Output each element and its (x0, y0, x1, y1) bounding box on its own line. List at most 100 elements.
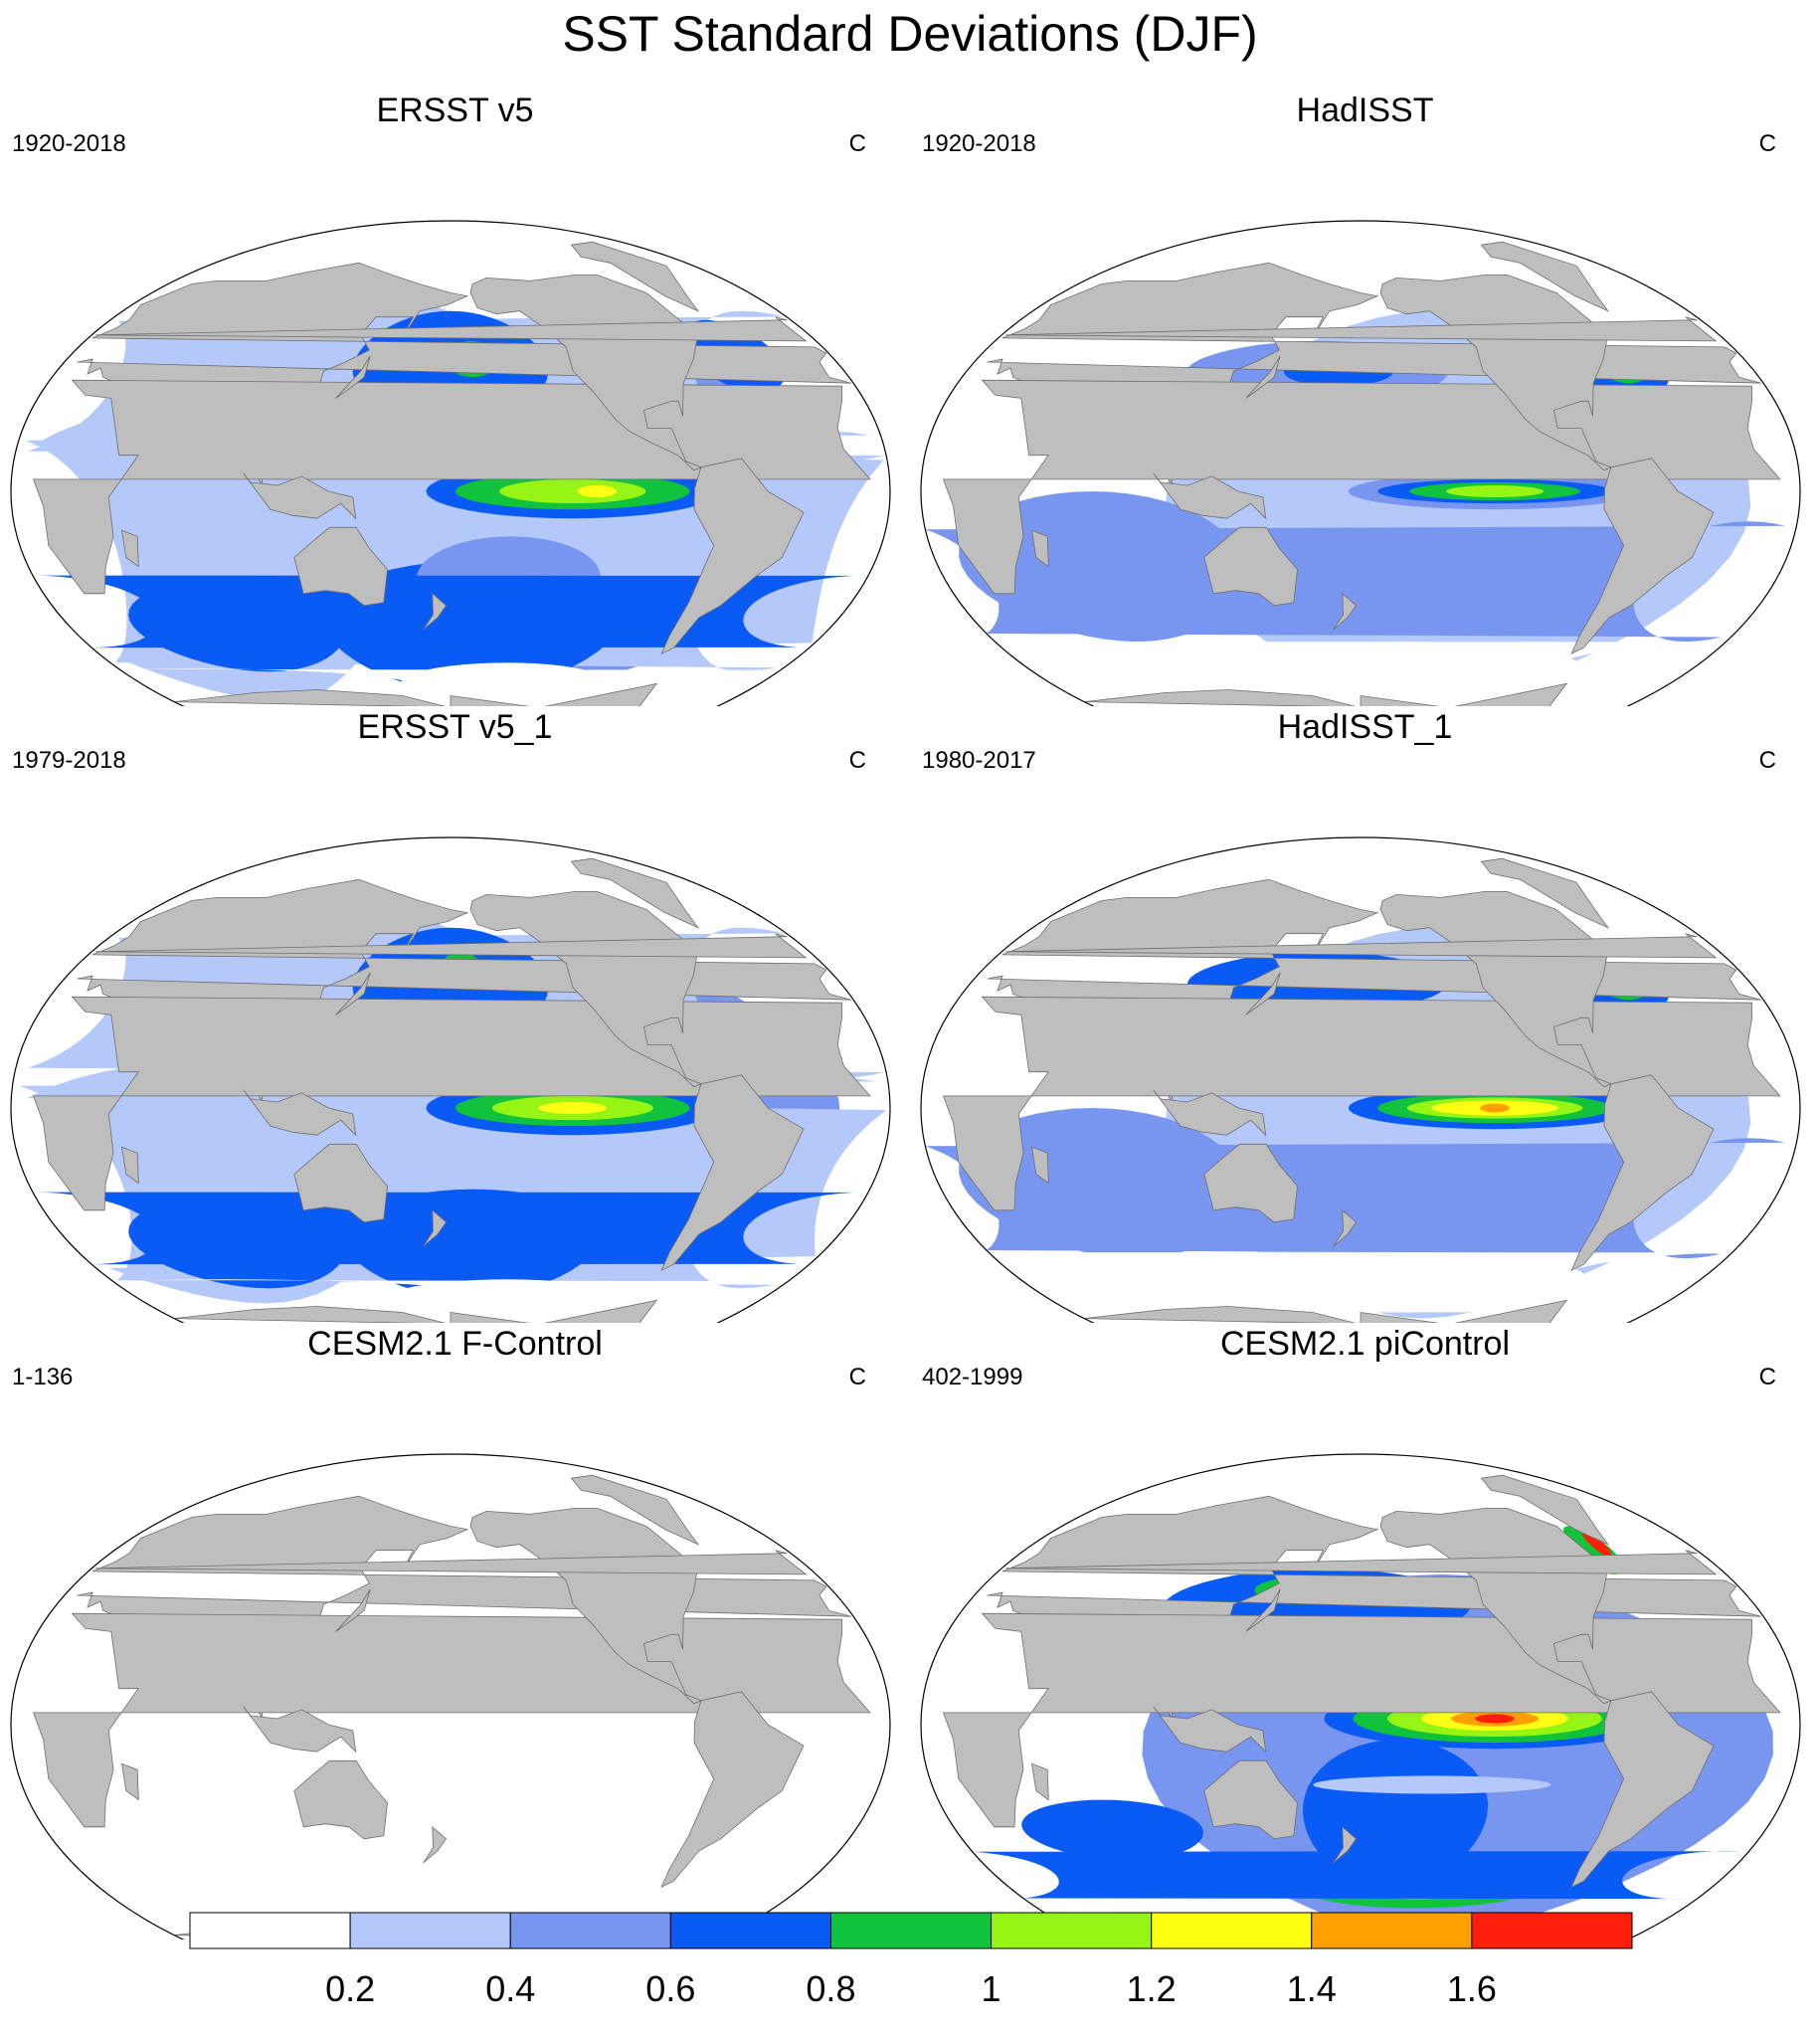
map-panel-hadisst: HadISST 1920-2018 C (910, 90, 1820, 706)
new-zealand-land (423, 1825, 448, 1864)
australia-land (1203, 1759, 1298, 1840)
madagascar-land (120, 1146, 139, 1185)
indonesia-land (243, 1706, 357, 1754)
map-hadisst (920, 220, 1801, 706)
map-ersst-v5-1 (10, 836, 891, 1323)
uk-land (95, 1550, 808, 1575)
colorbar-tick-label: 1.2 (1126, 1968, 1177, 2009)
map-frame (920, 220, 1801, 706)
map-cesm-f-control (10, 1453, 891, 1940)
greenland-land (1480, 857, 1610, 929)
indonesia-land (1153, 472, 1267, 520)
map-frame (10, 836, 891, 1323)
japan-land (1245, 355, 1281, 399)
japan-land (1245, 972, 1281, 1016)
madagascar-land (1030, 1146, 1049, 1185)
indonesia-land (1153, 1706, 1267, 1754)
colorbar-swatch (829, 1912, 993, 1949)
figure-title: SST Standard Deviations (DJF) (562, 6, 1258, 62)
australia-land (293, 1759, 388, 1840)
south-america-land (1570, 1074, 1715, 1272)
sst-contour-patch (400, 662, 605, 706)
map-panel-cesm-f-control: CESM2.1 F-Control 1-136 C (0, 1323, 910, 1940)
panel-units: C (848, 1364, 866, 1390)
panel-period: 1979-2018 (12, 747, 126, 774)
australia-land (293, 1143, 388, 1223)
south-america-land (1570, 1691, 1715, 1889)
new-zealand-land (1333, 1208, 1358, 1247)
colorbar-tick-label: 1.6 (1446, 1968, 1497, 2009)
panel-units: C (1758, 130, 1776, 157)
map-panel-ersst-v5-1: ERSST v5_1 1979-2018 C (0, 706, 910, 1323)
greenland-land (1480, 1474, 1610, 1546)
panel-title: HadISST_1 (1277, 708, 1453, 746)
greenland-land (1480, 241, 1610, 312)
australia-land (1203, 1143, 1298, 1223)
uk-land (95, 933, 808, 959)
map-ersst-v5 (10, 220, 891, 706)
indonesia-land (243, 1089, 357, 1137)
panel-units: C (848, 747, 866, 774)
sst-contour-patch (1445, 485, 1545, 497)
sst-contour-patch (382, 1279, 622, 1323)
sst-contour-patch (538, 1102, 608, 1114)
sst-contour-patch (32, 1192, 855, 1265)
south-america-land (660, 458, 805, 655)
colorbar-tick-label: 0.2 (325, 1968, 376, 2009)
colorbar-tick-label: 1.4 (1286, 1968, 1337, 2009)
antarctica-land (174, 682, 658, 706)
colorbar-swatch (509, 1912, 671, 1949)
panel-title: CESM2.1 F-Control (307, 1325, 603, 1363)
australia-land (1203, 526, 1298, 607)
indonesia-land (243, 472, 357, 520)
panel-units: C (1758, 1364, 1776, 1390)
map-frame (10, 1453, 891, 1940)
panel-title: CESM2.1 piControl (1219, 1325, 1510, 1363)
south-america-land (1570, 458, 1715, 655)
antarctica-land (1084, 682, 1568, 706)
sst-contour-patch (1021, 1799, 1203, 1860)
colorbar-swatch (1311, 1912, 1473, 1949)
sst-contour-patch (32, 575, 855, 648)
indonesia-land (1153, 1089, 1267, 1137)
map-frame (920, 1453, 1801, 1940)
sst-contour-patch (1475, 1714, 1515, 1724)
uk-land (1005, 1550, 1718, 1575)
japan-land (1245, 1588, 1281, 1632)
colorbar-swatch (1151, 1912, 1313, 1949)
colorbar-swatch (349, 1912, 511, 1949)
madagascar-land (1030, 1762, 1049, 1801)
new-zealand-land (1333, 1825, 1358, 1864)
sst-contour-patch (499, 478, 646, 504)
colorbar-tick-label: 0.8 (806, 1968, 856, 2009)
sst-contour-patch (146, 1279, 787, 1323)
uk-land (1005, 316, 1718, 342)
antarctica-land (174, 1299, 658, 1323)
map-hadisst-1 (920, 836, 1801, 1323)
panel-title: HadISST (1296, 92, 1434, 129)
map-panel-hadisst-1: HadISST_1 1980-2017 C (910, 706, 1820, 1323)
south-america-land (660, 1691, 805, 1889)
japan-land (335, 1588, 371, 1632)
sst-contour-patch (1008, 1252, 1729, 1313)
panel-period: 1980-2017 (922, 747, 1036, 774)
panel-title: ERSST v5 (376, 92, 534, 129)
sst-contour-patch (577, 485, 617, 497)
colorbar-tick-label: 0.6 (645, 1968, 696, 2009)
panel-units: C (848, 130, 866, 157)
greenland-land (570, 857, 700, 929)
madagascar-land (120, 529, 139, 568)
colorbar-tick-label: 1 (981, 1968, 1001, 2009)
map-panel-ersst-v5: ERSST v5 1920-2018 C (0, 90, 910, 706)
madagascar-land (120, 1762, 139, 1801)
panel-title: ERSST v5_1 (357, 708, 553, 746)
colorbar-tick-label: 0.4 (485, 1968, 536, 2009)
map-frame (10, 220, 891, 706)
panel-period: 1-136 (12, 1364, 74, 1390)
map-frame (920, 836, 1801, 1323)
japan-land (335, 972, 371, 1016)
new-zealand-land (423, 592, 448, 631)
colorbar-swatch (669, 1912, 831, 1949)
sst-contour-patch (1581, 1532, 1612, 1557)
south-america-land (660, 1074, 805, 1272)
